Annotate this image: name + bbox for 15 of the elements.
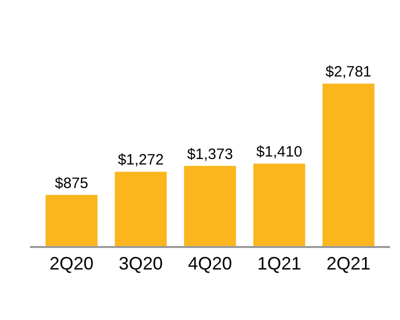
data-label: $875 <box>54 174 88 192</box>
data-label: $1,272 <box>118 152 164 169</box>
data-label: $1,410 <box>256 144 302 161</box>
data-label: $2,781 <box>326 64 372 81</box>
x-tick-label: 1Q21 <box>257 254 302 274</box>
bar <box>114 172 167 246</box>
data-label: $1,373 <box>187 146 233 163</box>
x-tick-label: 3Q20 <box>118 254 163 274</box>
bar <box>46 194 98 246</box>
x-tick-label: 2Q20 <box>50 254 94 274</box>
bar <box>253 164 306 246</box>
x-tick-label: 4Q20 <box>188 254 232 274</box>
x-tick-label: 2Q21 <box>326 254 370 274</box>
bar <box>322 84 374 246</box>
bar <box>184 166 236 246</box>
